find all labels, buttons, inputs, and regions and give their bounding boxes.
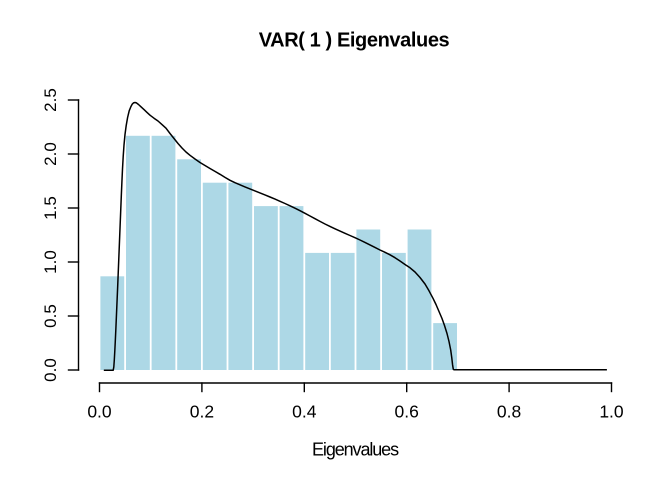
svg-text:1.0: 1.0 <box>599 402 624 422</box>
svg-text:0.2: 0.2 <box>190 402 214 422</box>
svg-text:1.0: 1.0 <box>41 250 60 274</box>
svg-text:0.4: 0.4 <box>292 402 317 422</box>
svg-text:2.5: 2.5 <box>41 88 60 112</box>
svg-text:VAR( 1 ) Eigenvalues: VAR( 1 ) Eigenvalues <box>259 30 450 52</box>
svg-text:1.5: 1.5 <box>41 196 60 220</box>
svg-text:0.0: 0.0 <box>41 358 60 382</box>
svg-text:0.5: 0.5 <box>41 304 60 328</box>
svg-text:Eigenvalues: Eigenvalues <box>312 439 399 459</box>
svg-text:0.0: 0.0 <box>87 402 112 422</box>
svg-text:0.8: 0.8 <box>497 402 521 422</box>
svg-text:0.6: 0.6 <box>395 402 419 422</box>
svg-text:2.0: 2.0 <box>41 142 60 166</box>
